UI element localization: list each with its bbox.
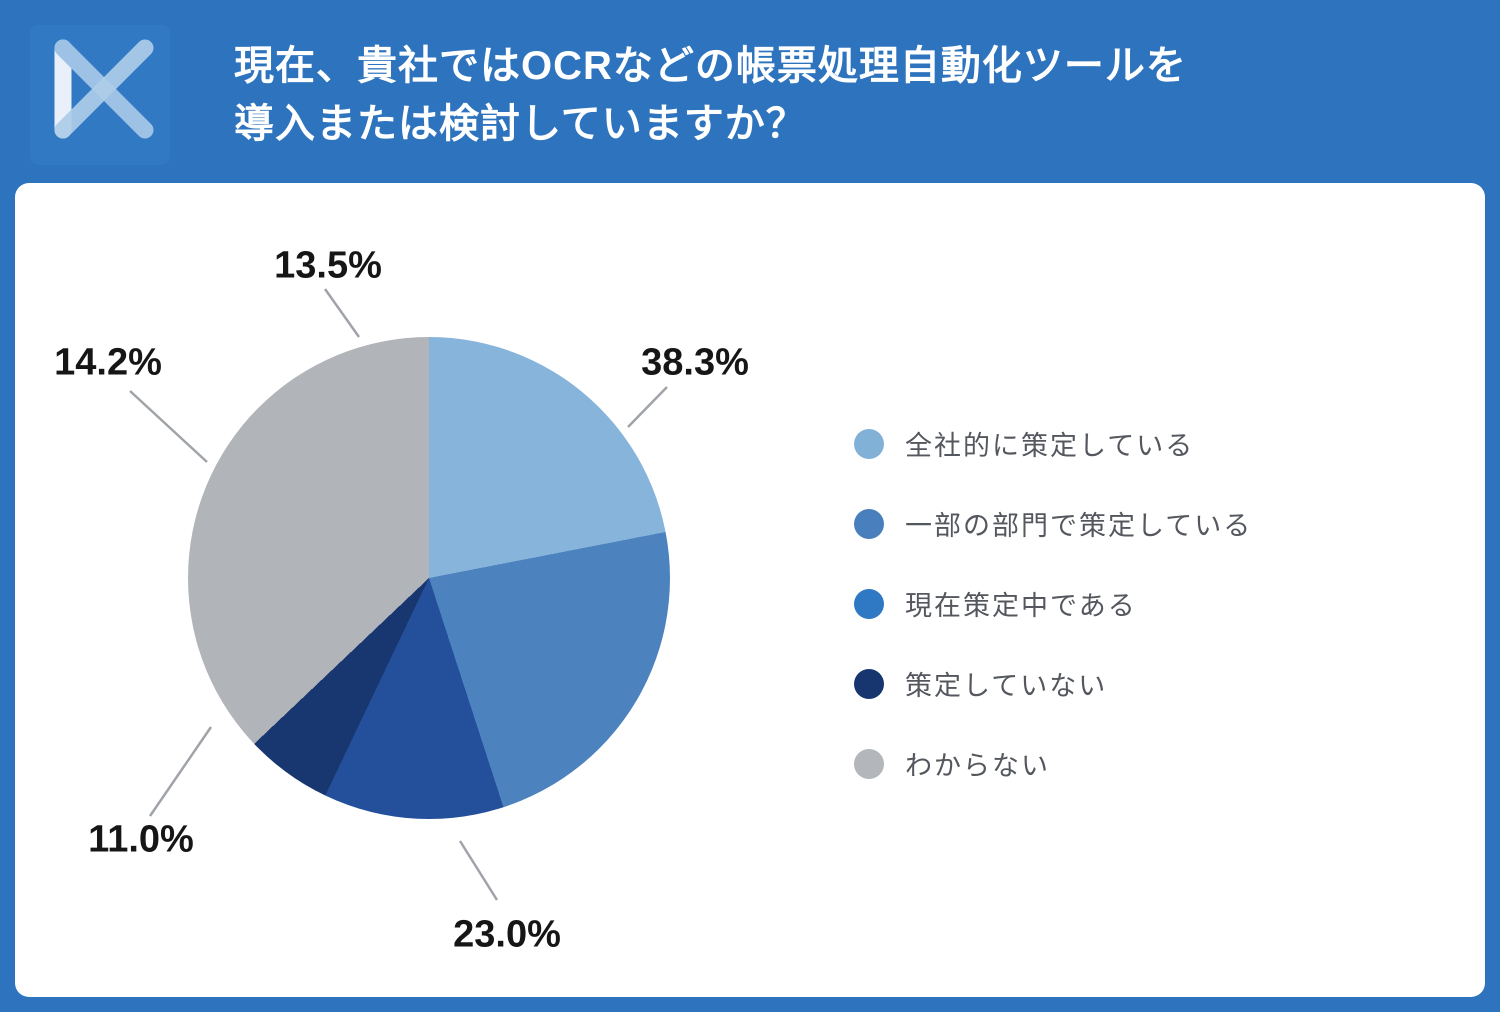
page-title-line1: 現在、貴社ではOCRなどの帳票処理自動化ツールを [234,44,1187,88]
brand-x-icon [54,39,154,139]
legend-item-4: わからない [854,744,1252,783]
callout-label-13-5: 13.5% [274,244,382,287]
legend-label-0: 全社的に策定している [905,431,1195,461]
callout-label-11-0: 11.0% [88,818,194,861]
page-title-line2: 導入または検討していますか？ [234,102,807,146]
legend-label-2: 現在策定中である [905,591,1137,621]
pie-chart [188,337,670,819]
callout-label-38-3: 38.3% [641,341,749,384]
legend-dot-2 [854,588,884,619]
legend-dot-3 [854,668,884,699]
legend-item-2: 現在策定中である [854,584,1252,623]
legend-dot-1 [854,508,884,539]
legend-label-3: 策定していない [905,671,1108,701]
legend-item-0: 全社的に策定している [854,424,1252,463]
legend-dot-0 [854,428,884,459]
legend-label-1: 一部の部門で策定している [905,511,1253,541]
legend-item-1: 一部の部門で策定している [854,504,1252,543]
page-title: 現在、貴社ではOCRなどの帳票処理自動化ツールを 導入または検討していますか？ [234,37,1187,153]
legend-label-4: わからない [905,751,1050,781]
chart-legend: 全社的に策定している 一部の部門で策定している 現在策定中である 策定していない… [854,424,1252,783]
legend-dot-4 [854,748,884,779]
legend-item-3: 策定していない [854,664,1252,703]
callout-label-14-2: 14.2% [54,341,162,384]
callout-label-23-0: 23.0% [453,913,561,956]
brand-logo-tile [30,25,170,165]
